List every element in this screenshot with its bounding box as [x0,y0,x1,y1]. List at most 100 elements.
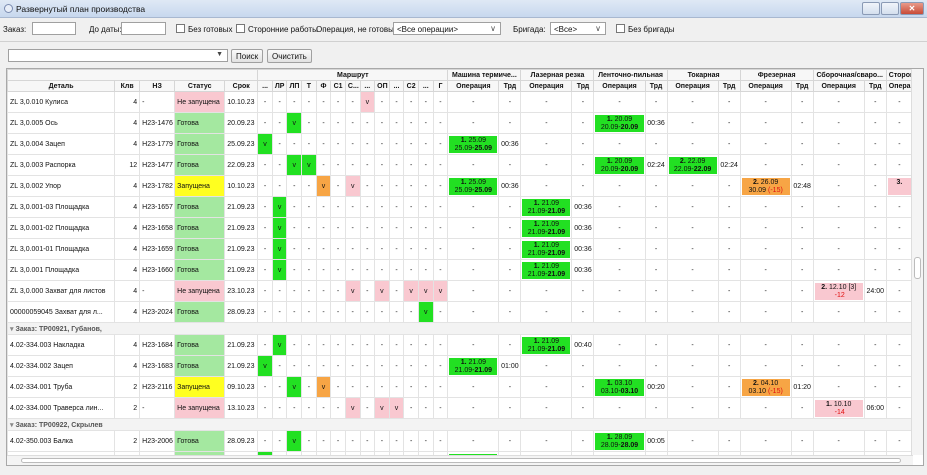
external-label: Сторонние работы [248,25,318,34]
search-combo[interactable]: ▼ [8,49,228,62]
date-input[interactable] [121,22,166,35]
search-button[interactable]: Поиск [231,49,264,63]
status: Готова [174,196,226,218]
route-cell: - [301,259,317,281]
route-group-header: Маршрут [257,69,449,81]
operation-date: 21.09 [541,199,560,207]
operation-range-end: 03.10 [620,387,639,395]
labor-time: - [790,259,814,281]
maximize-button[interactable] [881,2,899,15]
labor-time: - [790,196,814,218]
column-header: Статус [174,80,226,92]
operation-cell: - [666,133,719,155]
status: Запущена [174,376,226,398]
operation-range-end: 20.09 [620,165,639,173]
labor-time: 01:00 [498,355,522,377]
labor-time: - [717,301,741,323]
operation-cell: - [739,280,792,302]
operation-cell: - [447,238,500,260]
operation-cell: - [593,91,646,113]
labor-time: 00:36 [644,112,668,134]
operation-badge: 2. 26.09 30.09 (-15) [741,177,790,195]
op-column-header: Операция [447,80,500,92]
route-cell: - [257,217,273,239]
group-header-row: Маршрут Машина термиче... Лазерная резка Ле… [7,69,914,81]
operation-cell: - [520,376,573,398]
labor-time: - [571,133,595,155]
due-date: 21.09.23 [224,355,259,377]
operation-badge: 3. [887,177,911,195]
labor-time: 24:00 [863,280,887,302]
operation-cell: - [447,334,500,356]
plan-row: ZL 3,0.002 Упор 4 H23-1782 Запущена 10.10.23… [7,175,914,197]
route-cell: - [330,91,346,113]
labor-time: - [644,334,668,356]
horizontal-scrollbar[interactable] [7,455,913,465]
operation-cell: - [447,430,500,452]
dropdown-arrow: ∨ [595,24,601,33]
external-checkbox[interactable] [236,24,245,33]
nz: H23-1660 [139,259,176,281]
operation-cell: - [739,301,792,323]
labor-time: - [498,334,522,356]
plan-row: ZL 3,0.003 Распорка 12 H23-1477 Готова 22.09… [7,154,914,176]
route-cell: - [417,430,434,452]
close-button[interactable]: ✕ [900,2,924,15]
vertical-scrollbar[interactable] [911,69,923,455]
operation-select[interactable]: <Все операции> ∨ [393,22,501,35]
route-column-header: ... [257,80,273,92]
operation-number: 1. [606,157,613,165]
nz: H23-2006 [139,430,176,452]
route-cell: - [330,175,346,197]
no-ready-checkbox[interactable] [176,24,185,33]
operation-cell: - [593,196,646,218]
operation-line: -12 [815,292,863,300]
route-cell: - [315,238,332,260]
route-cell: - [301,238,317,260]
route-cell: - [271,154,288,176]
labor-time: - [863,133,887,155]
operation-cell: - [666,301,719,323]
labor-time: - [717,238,741,260]
route-column-header: ... [388,80,405,92]
order-input[interactable] [32,22,76,35]
route-cell: - [286,280,303,302]
labor-time: - [863,430,887,452]
detail: 4.02-334.001 Труба [7,376,116,398]
route-cell: - [330,280,346,302]
route-cell: - [330,238,346,260]
date-label: До даты: [89,25,122,34]
route-cell: - [301,376,317,398]
route-cell: - [286,217,303,239]
route-cell: - [330,301,346,323]
route-cell: - [432,217,449,239]
clear-button[interactable]: Очистить [267,49,312,63]
labor-time: - [790,91,814,113]
brigade-select[interactable]: <Все> ∨ [550,22,606,35]
operation-badge: 1. 10.10 -14 [814,399,863,417]
operation-line: 2. 12.10 [3] [815,284,863,292]
operation-cell: - [666,196,719,218]
operation-cell: - [885,376,914,398]
quantity: 4 [114,334,141,356]
quantity: 4 [114,112,141,134]
operation-line: 2. 22.09 [669,158,717,166]
operation-cell: - [447,217,500,239]
operation-number: 3. [896,178,903,186]
route-cell: - [359,154,376,176]
route-cell: - [417,217,434,239]
minimize-button[interactable] [862,2,880,15]
operation-cell: - [812,430,865,452]
no-ready-label: Без готовых [188,25,233,34]
labor-time: - [717,91,741,113]
route-cell: - [388,238,405,260]
no-brigade-checkbox[interactable] [616,24,625,33]
operation-line: 1. 21.09 [522,263,570,271]
route-cell: - [417,133,434,155]
nz: H23-2024 [139,301,176,323]
labor-time: - [717,112,741,134]
route-cell: - [388,259,405,281]
operation-line: 1. 03.10 [595,380,643,388]
